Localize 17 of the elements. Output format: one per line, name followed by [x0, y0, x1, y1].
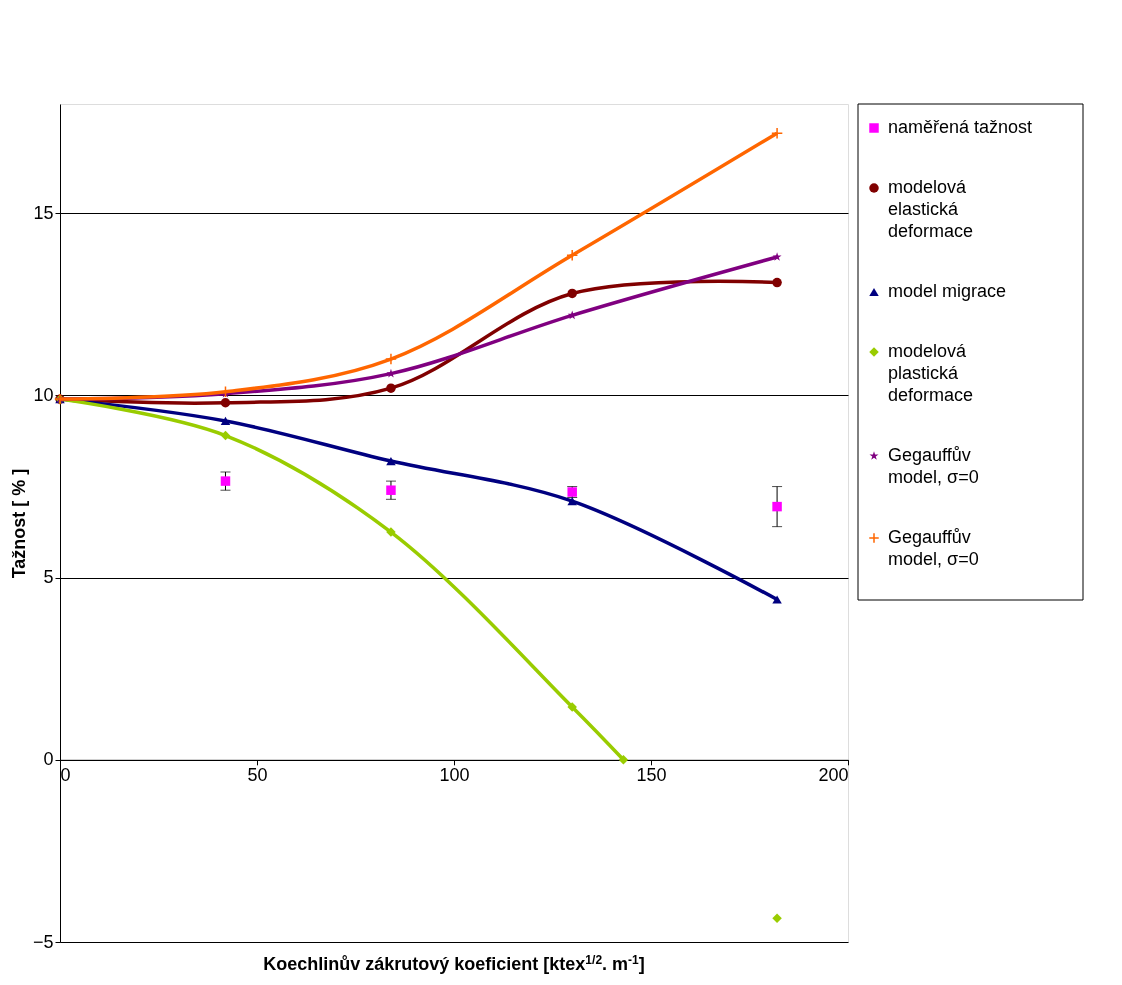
- legend-label: Gegauffův model, σ=0: [888, 445, 979, 487]
- legend-label: modelová plastická deformace: [888, 341, 974, 405]
- y-tick-label: −5: [32, 931, 54, 952]
- legend-label: modelová elastická deformace: [888, 177, 974, 241]
- x-tick-label: 50: [247, 765, 268, 786]
- legend-label: naměřená tažnost: [888, 117, 1033, 137]
- x-tick-label: 100: [439, 765, 470, 786]
- y-tick-label: 10: [33, 384, 54, 405]
- y-tick-label: 5: [43, 567, 54, 588]
- x-tick-label: 150: [636, 765, 667, 786]
- legend-label: model migrace: [888, 281, 1007, 301]
- x-tick-label: 0: [60, 765, 71, 786]
- y-tick-label: 0: [43, 749, 54, 770]
- legend-label: Gegauffův model, σ=0: [888, 527, 979, 569]
- y-axis-title: Tažnost [ % ]: [8, 468, 29, 579]
- y-tick-label: 15: [33, 202, 54, 223]
- x-tick-label: 200: [818, 765, 849, 786]
